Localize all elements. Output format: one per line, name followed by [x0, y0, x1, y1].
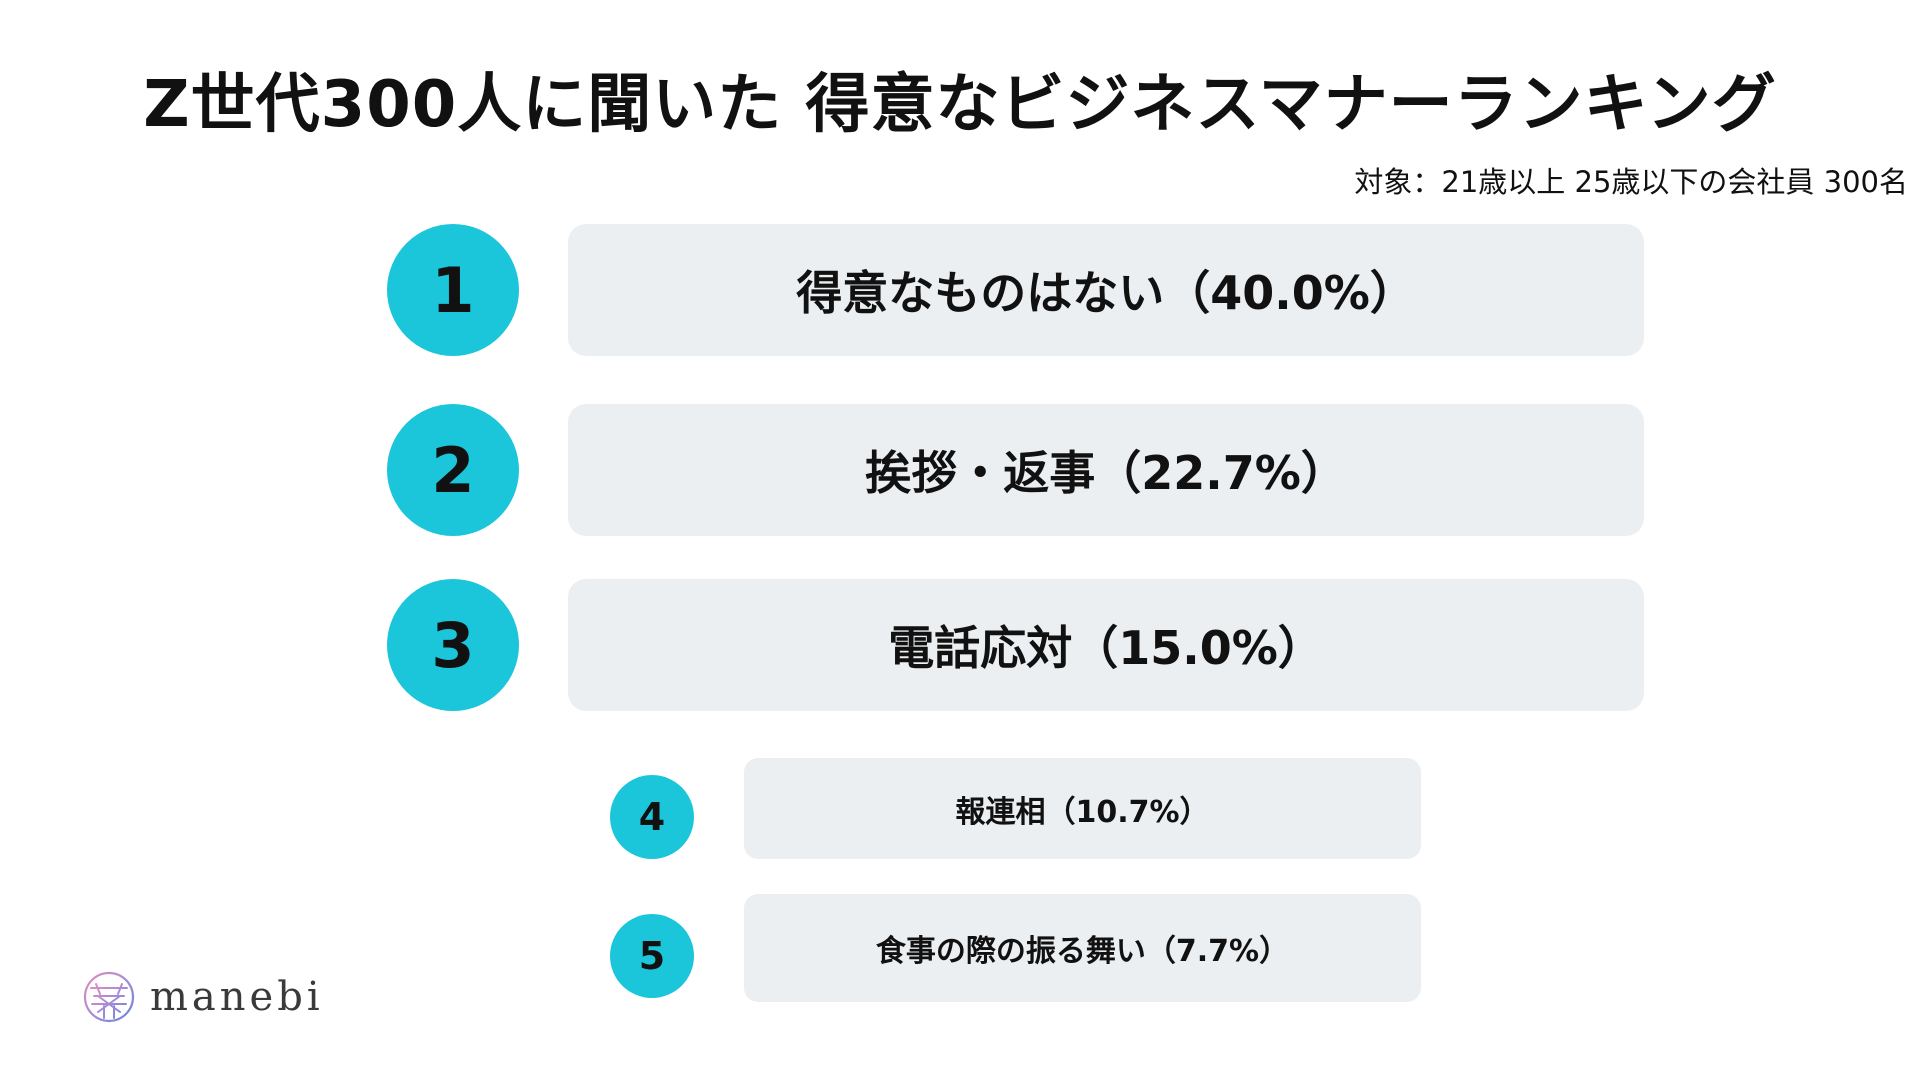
- survey-target-note: 対象：21歳以上 25歳以下の会社員 300名: [1354, 165, 1908, 199]
- rank-badge: 2: [387, 404, 519, 536]
- page-title: Z世代300人に聞いた 得意なビジネスマナーランキング: [143, 68, 1777, 142]
- rank-badge: 5: [610, 914, 694, 998]
- manebi-logo: manebi: [82, 970, 324, 1024]
- logo-text: manebi: [150, 974, 324, 1020]
- rank-badge: 4: [610, 775, 694, 859]
- rank-badge: 3: [387, 579, 519, 711]
- rank-badge: 1: [387, 224, 519, 356]
- ranking-label: 挨拶・返事（22.7%）: [568, 404, 1644, 536]
- ranking-label: 電話応対（15.0%）: [568, 579, 1644, 711]
- manebi-logo-icon: [83, 971, 135, 1023]
- ranking-label: 報連相（10.7%）: [744, 758, 1421, 859]
- ranking-label: 得意なものはない（40.0%）: [568, 224, 1644, 356]
- ranking-label: 食事の際の振る舞い（7.7%）: [744, 894, 1421, 1002]
